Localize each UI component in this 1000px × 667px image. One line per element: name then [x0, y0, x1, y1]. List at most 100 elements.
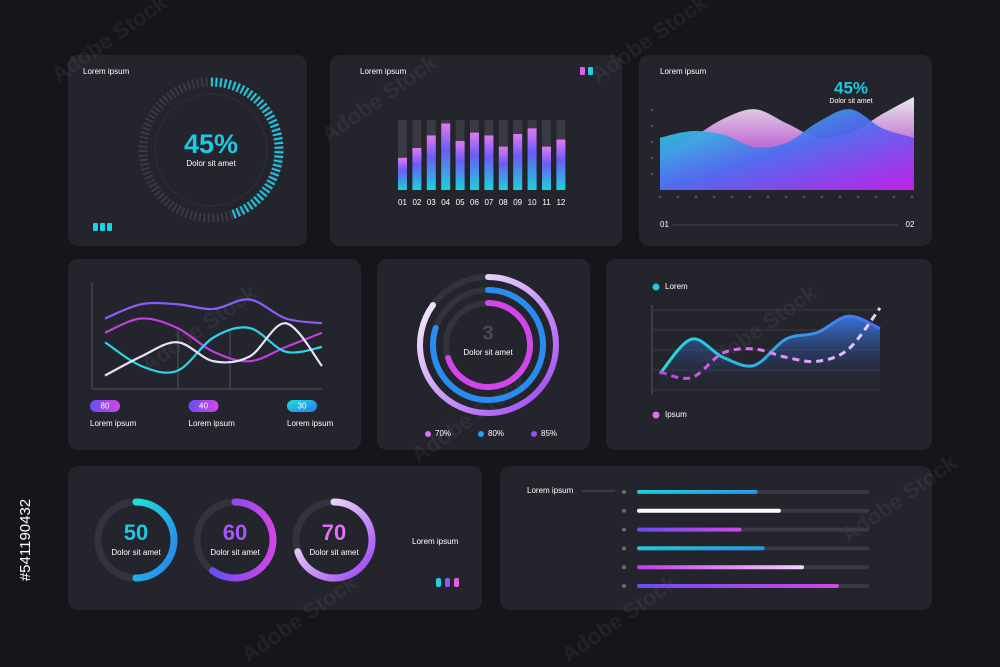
- panel-title: Lorem ipsum: [660, 67, 707, 76]
- label: Lorem ipsum: [412, 537, 459, 546]
- bar: [484, 135, 494, 190]
- panel-title: Lorem ipsum: [527, 486, 574, 495]
- pill-label: Lorem ipsum: [287, 419, 334, 428]
- progress-bar: [637, 565, 805, 570]
- pill: [90, 400, 120, 412]
- axis-dot: [650, 140, 654, 144]
- x-tick-label: 10: [528, 198, 537, 207]
- legend-label: Ipsum: [665, 410, 687, 419]
- x-tick-label: 11: [542, 198, 551, 207]
- progress-bar: [637, 508, 781, 513]
- axis-dot: [802, 195, 806, 199]
- gauge-inner: [154, 93, 268, 207]
- panel-title: Lorem ipsum: [360, 67, 407, 76]
- x-tick-label: 05: [456, 198, 465, 207]
- line: [659, 307, 882, 380]
- axis-dot: [712, 195, 716, 199]
- bar: [455, 141, 465, 190]
- donut-arc: [294, 498, 376, 582]
- axis-dot: [676, 195, 680, 199]
- icon-bars: [93, 67, 593, 587]
- caption: Dolor sit amet: [186, 159, 236, 168]
- bar: [527, 128, 537, 190]
- panel-title: Lorem ipsum: [83, 67, 130, 76]
- gauge-value: 45%: [184, 129, 238, 159]
- axis-dot: [766, 195, 770, 199]
- bar: [426, 135, 436, 190]
- highlight: 45%: [834, 78, 868, 97]
- gauge-arc: [210, 77, 284, 219]
- row-dot: [622, 565, 626, 570]
- legend-label: Lorem: [665, 282, 688, 291]
- line: [104, 326, 323, 374]
- axis-dot: [838, 195, 842, 199]
- donut-arc: [132, 498, 178, 582]
- area: [660, 109, 914, 190]
- axis-dot: [650, 108, 654, 112]
- axis-dot: [650, 172, 654, 176]
- pill-value: 40: [199, 402, 208, 411]
- line: [104, 317, 323, 363]
- donut-value: 70: [322, 520, 346, 545]
- pill: [287, 400, 317, 412]
- pill-value: 80: [101, 402, 110, 411]
- pill-value: 30: [298, 402, 307, 411]
- x-tick-label: 03: [427, 198, 436, 207]
- row-dot: [622, 527, 626, 532]
- row-dot: [622, 490, 626, 494]
- legend-dot: [425, 431, 431, 437]
- legend-dot: [478, 431, 484, 437]
- donut-arc: [209, 498, 277, 582]
- row-dot: [622, 546, 626, 551]
- axis-dot: [910, 195, 914, 199]
- panel-progress: [500, 466, 932, 610]
- x-tick-label: 09: [513, 198, 522, 207]
- progress-bar: [637, 490, 758, 494]
- bar: [470, 132, 479, 190]
- axis-label: 01: [660, 220, 669, 229]
- axis-dot: [784, 195, 788, 199]
- progress-bar: [637, 584, 839, 588]
- donut-value: 60: [223, 520, 247, 545]
- ring-arc: [445, 300, 533, 390]
- caption: Dolor sit amet: [829, 98, 872, 105]
- legend-label: 80%: [488, 429, 504, 438]
- x-tick-label: 08: [499, 198, 508, 207]
- bar: [398, 157, 407, 190]
- bar: [556, 139, 566, 190]
- axis-dot: [748, 195, 752, 199]
- pill: [188, 400, 219, 412]
- pill-label: Lorem ipsum: [189, 419, 236, 428]
- axis-dot: [694, 195, 698, 199]
- axis-dot: [820, 195, 824, 199]
- axis-dot: [856, 195, 860, 199]
- row-dot: [622, 508, 626, 513]
- pill-label: Lorem ipsum: [90, 419, 137, 428]
- bar: [498, 146, 508, 190]
- axis-dot: [874, 195, 878, 199]
- progress-bar: [637, 546, 765, 551]
- bar: [412, 148, 422, 190]
- panel-gauge: [68, 55, 307, 246]
- x-tick-label: 07: [484, 198, 493, 207]
- line: [104, 298, 323, 325]
- caption: Dolor sit amet: [210, 548, 260, 557]
- ring-count: 3: [482, 322, 493, 344]
- legend-dot: [531, 431, 537, 437]
- axis-dot: [650, 156, 654, 160]
- stock-id: #541190432: [17, 499, 34, 581]
- x-tick-label: 02: [412, 198, 421, 207]
- x-tick-label: 01: [398, 198, 407, 207]
- x-tick-label: 04: [441, 198, 450, 207]
- bar: [542, 146, 551, 190]
- caption: Dolor sit amet: [111, 548, 161, 557]
- ring-arc: [417, 274, 559, 416]
- axis-dot: [730, 195, 734, 199]
- legend-dot: [652, 411, 660, 419]
- axis-dot: [650, 124, 654, 128]
- ring-arc: [430, 287, 546, 403]
- axis-dot: [892, 195, 896, 199]
- x-tick-label: 06: [470, 198, 479, 207]
- bar: [441, 123, 451, 190]
